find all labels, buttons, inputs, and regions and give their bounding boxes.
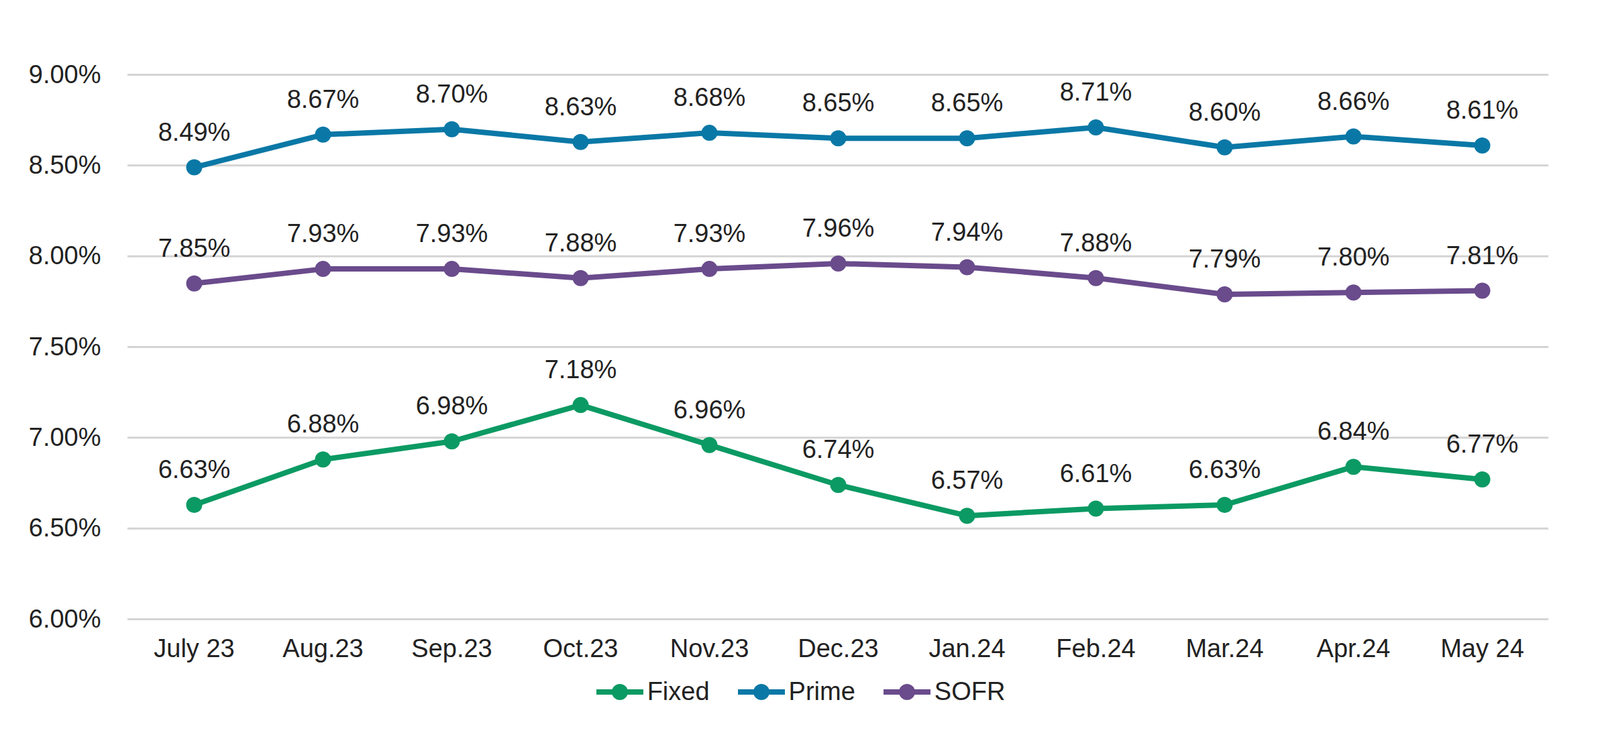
svg-text:7.94%: 7.94% <box>931 218 1004 247</box>
svg-text:6.00%: 6.00% <box>28 605 102 634</box>
svg-text:6.84%: 6.84% <box>1317 417 1391 446</box>
svg-text:8.71%: 8.71% <box>1059 77 1133 106</box>
svg-text:Sep.23: Sep.23 <box>411 634 492 663</box>
svg-text:7.88%: 7.88% <box>1059 228 1133 257</box>
svg-text:7.93%: 7.93% <box>415 219 489 248</box>
html-text:Fixed: Fixed <box>647 677 710 706</box>
svg-text:8.66%: 8.66% <box>1317 87 1391 116</box>
svg-text:8.60%: 8.60% <box>1188 97 1262 127</box>
svg-text:Dec.23: Dec.23 <box>797 634 879 663</box>
svg-text:8.65%: 8.65% <box>931 88 1004 117</box>
svg-text:8.70%: 8.70% <box>415 79 489 109</box>
svg-text:8.67%: 8.67% <box>287 85 360 114</box>
svg-text:7.18%: 7.18% <box>544 355 618 384</box>
svg-text:7.93%: 7.93% <box>287 219 360 248</box>
svg-text:7.96%: 7.96% <box>802 214 875 243</box>
svg-text:July 23: July 23 <box>153 634 235 663</box>
svg-text:7.85%: 7.85% <box>158 234 231 263</box>
svg-text:Mar.24: Mar.24 <box>1185 634 1264 663</box>
svg-text:8.68%: 8.68% <box>673 83 746 112</box>
svg-text:6.77%: 6.77% <box>1446 430 1519 459</box>
svg-text:7.00%: 7.00% <box>28 423 102 452</box>
svg-text:9.00%: 9.00% <box>28 60 102 89</box>
svg-text:7.50%: 7.50% <box>28 332 102 361</box>
html-text:Prime: Prime <box>788 677 856 706</box>
svg-text:6.57%: 6.57% <box>931 466 1004 495</box>
svg-text:7.79%: 7.79% <box>1188 244 1262 274</box>
svg-text:7.93%: 7.93% <box>673 219 746 248</box>
svg-text:7.88%: 7.88% <box>544 228 618 257</box>
svg-text:Apr.24: Apr.24 <box>1316 634 1391 663</box>
svg-text:8.65%: 8.65% <box>802 88 875 117</box>
svg-text:May 24: May 24 <box>1440 634 1525 663</box>
svg-text:8.61%: 8.61% <box>1446 95 1519 125</box>
svg-text:8.50%: 8.50% <box>28 150 102 180</box>
html-text:SOFR: SOFR <box>934 677 1006 706</box>
svg-text:7.81%: 7.81% <box>1446 241 1519 270</box>
svg-text:6.98%: 6.98% <box>415 391 489 420</box>
svg-text:6.50%: 6.50% <box>28 513 102 543</box>
svg-text:6.63%: 6.63% <box>1188 455 1262 484</box>
svg-text:6.74%: 6.74% <box>802 435 875 464</box>
svg-text:7.80%: 7.80% <box>1317 242 1391 272</box>
svg-text:6.96%: 6.96% <box>673 395 746 424</box>
svg-text:8.00%: 8.00% <box>28 241 102 270</box>
svg-text:Jan.24: Jan.24 <box>928 634 1005 663</box>
svg-text:Feb.24: Feb.24 <box>1055 634 1136 663</box>
svg-text:8.49%: 8.49% <box>158 118 231 147</box>
svg-text:Oct.23: Oct.23 <box>543 634 619 663</box>
svg-text:6.61%: 6.61% <box>1059 459 1133 488</box>
svg-text:6.88%: 6.88% <box>287 409 360 439</box>
svg-text:Aug.23: Aug.23 <box>282 634 363 663</box>
svg-text:6.63%: 6.63% <box>158 455 231 484</box>
svg-text:8.63%: 8.63% <box>544 92 618 121</box>
svg-text:Nov.23: Nov.23 <box>670 634 750 663</box>
